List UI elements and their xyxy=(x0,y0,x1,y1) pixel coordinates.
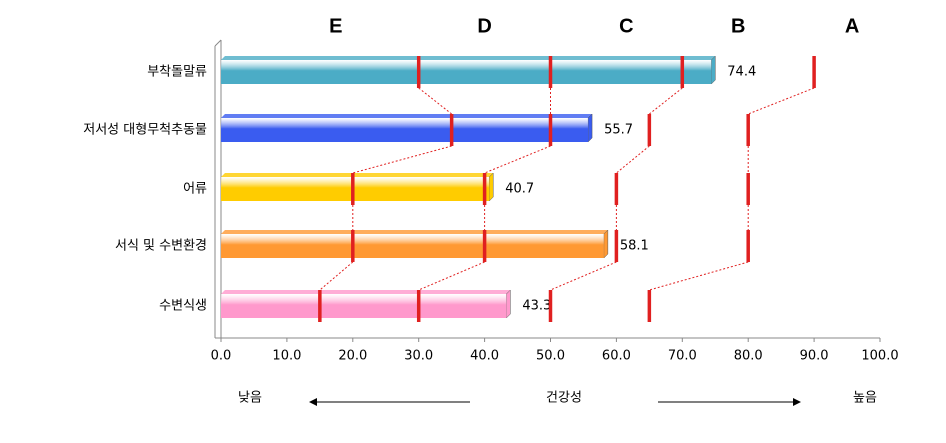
grade-label: E xyxy=(329,15,342,37)
y-tick-label: 저서성 대형무척추동물 xyxy=(83,123,207,138)
x-label-low: 낮음 xyxy=(238,391,262,406)
grade-label: D xyxy=(477,15,491,37)
value-label: 74.4 xyxy=(727,65,756,80)
x-tick-label: 30.0 xyxy=(404,349,433,364)
x-label: 건강성 xyxy=(546,391,582,406)
x-tick-label: 0.0 xyxy=(211,349,232,364)
grade-label: B xyxy=(731,15,745,37)
bar-top xyxy=(221,230,608,234)
bar xyxy=(221,60,712,84)
bar xyxy=(221,177,490,201)
boundary-connector xyxy=(484,145,551,174)
bar-side xyxy=(603,229,609,259)
bar-side xyxy=(711,55,716,85)
y-tick-label: 수변식생 xyxy=(159,299,207,314)
x-tick-label: 20.0 xyxy=(338,349,367,364)
value-label: 43.3 xyxy=(522,299,551,314)
boundary-connector xyxy=(616,145,650,174)
bar-top xyxy=(221,114,593,118)
x-tick-label: 70.0 xyxy=(668,349,697,364)
bar-top xyxy=(221,56,716,60)
boundary-connector xyxy=(319,261,354,291)
bar xyxy=(221,118,589,142)
grade-label: A xyxy=(845,15,859,37)
bar xyxy=(221,234,604,258)
boundary-connector xyxy=(550,261,617,291)
x-tick-label: 10.0 xyxy=(272,349,301,364)
y-tick-label: 부착돌말류 xyxy=(147,65,207,80)
bar-side xyxy=(506,289,511,319)
bar xyxy=(221,294,507,318)
boundary-connector xyxy=(649,87,683,115)
x-tick-label: 90.0 xyxy=(800,349,829,364)
x-tick-label: 100.0 xyxy=(861,349,898,364)
y-tick-label: 어류 xyxy=(183,182,207,197)
boundary-connector xyxy=(418,261,485,291)
axis-wall xyxy=(214,39,222,47)
value-label: 40.7 xyxy=(505,182,534,197)
x-tick-label: 50.0 xyxy=(536,349,565,364)
x-tick-label: 40.0 xyxy=(470,349,499,364)
bar-top xyxy=(221,290,511,294)
boundary-connector xyxy=(748,87,815,115)
boundary-connector xyxy=(649,261,749,291)
x-tick-label: 80.0 xyxy=(734,349,763,364)
value-label: 58.1 xyxy=(620,239,649,254)
bar-side xyxy=(587,113,593,143)
x-label-high: 높음 xyxy=(853,391,877,406)
bar-side xyxy=(488,172,494,202)
value-label: 55.7 xyxy=(604,123,633,138)
x-tick-label: 60.0 xyxy=(602,349,631,364)
bar-top xyxy=(221,173,494,177)
grade-label: C xyxy=(619,15,633,37)
boundary-connector xyxy=(352,145,452,174)
y-tick-label: 서식 및 수변환경 xyxy=(115,239,207,254)
boundary-connector xyxy=(418,87,452,115)
